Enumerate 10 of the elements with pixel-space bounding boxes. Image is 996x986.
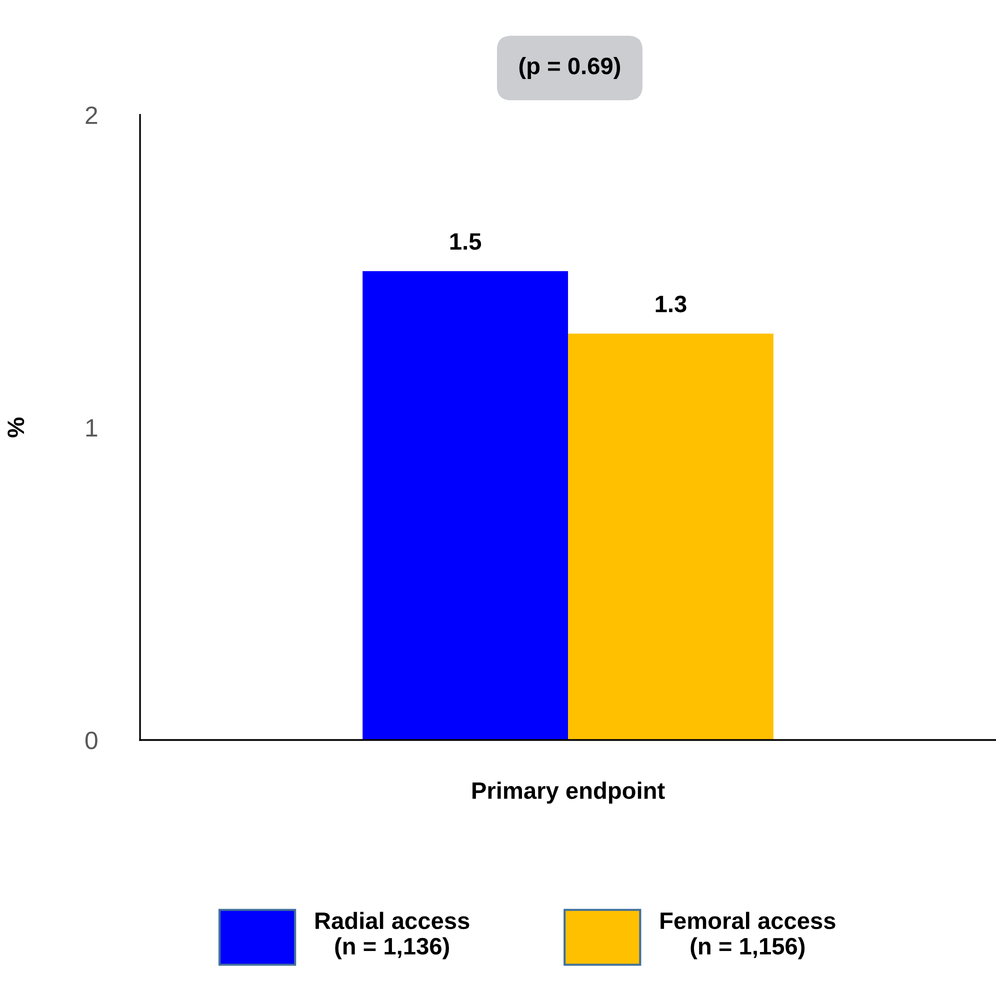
y-tick-label: 0: [85, 732, 98, 750]
y-tick-label: 2: [86, 106, 98, 124]
y-tick-label: 1: [86, 419, 98, 436]
legend-label: Femoral access (n = 1,156): [660, 912, 836, 960]
data-label: 1.3: [656, 296, 686, 312]
x-tick-label: Primary endpoint: [472, 782, 665, 804]
data-label: 1.5: [450, 233, 482, 250]
legend-label: Radial access (n = 1,136): [316, 912, 470, 960]
y-axis-title: %: [8, 418, 24, 438]
text: (p = 0.69): [519, 57, 620, 80]
